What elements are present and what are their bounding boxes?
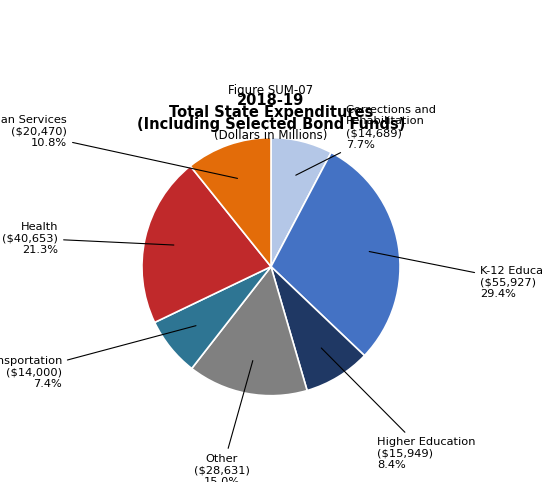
Text: 2018-19: 2018-19 xyxy=(237,94,305,108)
Text: (Dollars in Millions): (Dollars in Millions) xyxy=(214,129,328,142)
Wedge shape xyxy=(190,137,271,267)
Wedge shape xyxy=(271,152,400,356)
Wedge shape xyxy=(192,267,307,396)
Text: Transportation
($14,000)
7.4%: Transportation ($14,000) 7.4% xyxy=(0,326,196,389)
Text: Higher Education
($15,949)
8.4%: Higher Education ($15,949) 8.4% xyxy=(321,348,475,470)
Text: K-12 Education
($55,927)
29.4%: K-12 Education ($55,927) 29.4% xyxy=(369,252,542,299)
Wedge shape xyxy=(271,137,331,267)
Wedge shape xyxy=(142,166,271,322)
Text: Other
($28,631)
15.0%: Other ($28,631) 15.0% xyxy=(194,361,253,482)
Text: Figure SUM-07: Figure SUM-07 xyxy=(228,84,314,97)
Text: Total State Expenditures: Total State Expenditures xyxy=(169,105,373,120)
Text: Corrections and
Rehabilitation
($14,689)
7.7%: Corrections and Rehabilitation ($14,689)… xyxy=(296,105,436,175)
Text: Human Services
($20,470)
10.8%: Human Services ($20,470) 10.8% xyxy=(0,115,237,178)
Text: (Including Selected Bond Funds): (Including Selected Bond Funds) xyxy=(137,117,405,132)
Text: Health
($40,653)
21.3%: Health ($40,653) 21.3% xyxy=(2,222,174,255)
Wedge shape xyxy=(271,267,364,390)
Wedge shape xyxy=(154,267,271,368)
